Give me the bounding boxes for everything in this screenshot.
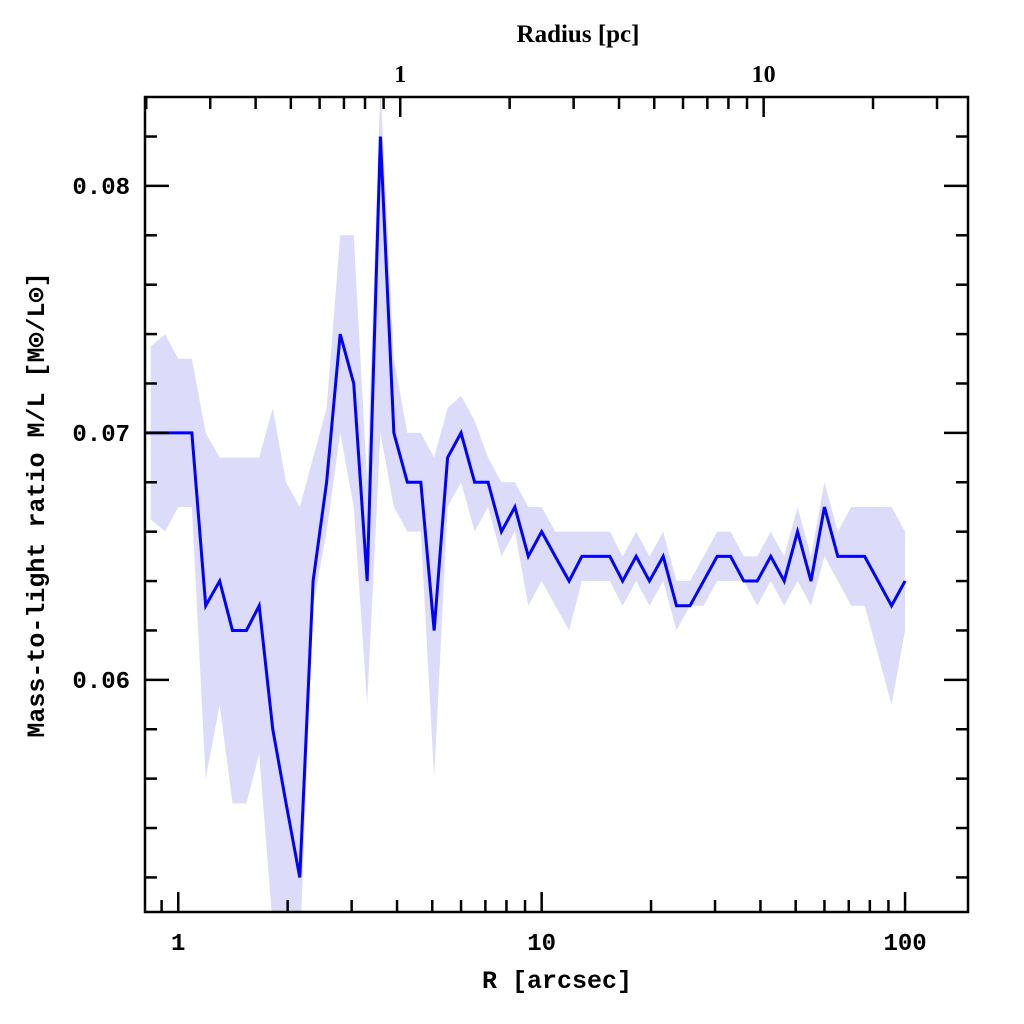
y-tick-label: 0.08 bbox=[72, 175, 130, 202]
tick-labels: 1 10 100 1 10 0.06 0.07 0.08 bbox=[72, 62, 926, 958]
error-band bbox=[150, 97, 906, 912]
plot-frame bbox=[143, 95, 970, 914]
top-tick-label: 10 bbox=[752, 62, 776, 88]
x-tick-label: 100 bbox=[883, 931, 926, 958]
top-tick-label: 1 bbox=[394, 62, 406, 88]
x-tick-label: 1 bbox=[171, 931, 185, 958]
x-tick-label: 10 bbox=[527, 931, 556, 958]
top-axis-label: Radius [pc] bbox=[517, 21, 640, 48]
x-axis-label: R [arcsec] bbox=[482, 967, 632, 996]
error-band-area bbox=[150, 97, 906, 912]
y-tick-label: 0.07 bbox=[72, 422, 130, 449]
axes bbox=[143, 95, 970, 914]
series-line-path bbox=[145, 136, 907, 878]
y-tick-label: 0.06 bbox=[72, 669, 130, 696]
y-axis-label: Mass-to-light ratio M/L [M⊙/L⊙] bbox=[23, 272, 52, 737]
series-line bbox=[145, 136, 907, 878]
